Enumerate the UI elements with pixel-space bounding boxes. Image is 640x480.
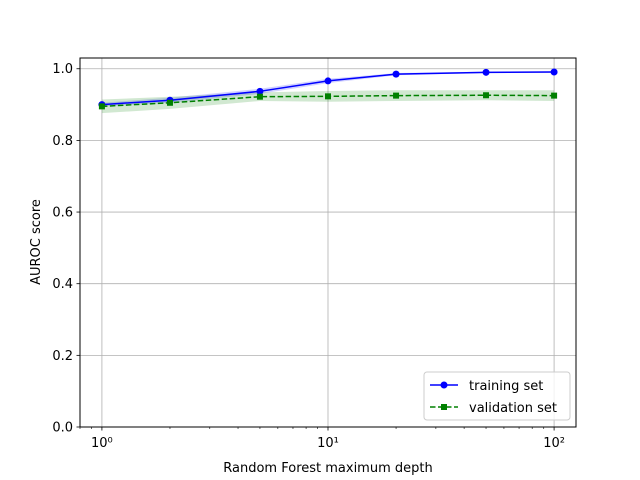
series-layer	[98, 68, 558, 110]
data-point	[392, 70, 400, 78]
data-point	[483, 92, 490, 99]
y-tick-label: 0.6	[52, 206, 73, 221]
legend-entry-training-set: training set	[430, 379, 543, 394]
x-tick-label: 10¹	[317, 436, 339, 451]
x-axis-label: Random Forest maximum depth	[223, 461, 432, 476]
axis-ticks: 0.0 0.2 0.4 0.6 0.8 1.0 10⁰ 10¹ 10²	[52, 62, 565, 451]
data-point	[550, 68, 558, 76]
x-tick-label: 10⁰	[91, 436, 113, 451]
legend-entry-validation-set: validation set	[430, 401, 557, 416]
grid	[80, 58, 576, 428]
data-point	[482, 68, 490, 76]
legend-label-validation-set: validation set	[469, 401, 557, 416]
legend: training set validation set	[423, 371, 571, 421]
data-point	[551, 92, 558, 99]
x-tick-label: 10²	[543, 436, 565, 451]
y-tick-label: 0.4	[52, 277, 73, 292]
band-training-set	[101, 71, 555, 107]
data-point	[324, 77, 332, 85]
y-axis-label: AUROC score	[29, 199, 44, 285]
data-point	[166, 99, 173, 106]
y-tick-label: 0.0	[52, 421, 73, 436]
legend-label-training-set: training set	[469, 379, 543, 394]
legend-marker-training-set	[440, 381, 448, 389]
data-point	[393, 92, 400, 99]
series-validation-set	[98, 92, 558, 110]
y-tick-label: 0.2	[52, 349, 73, 364]
legend-marker-validation-set	[441, 404, 447, 410]
data-point	[256, 93, 263, 100]
legend-frame	[423, 371, 571, 421]
data-point	[256, 87, 264, 95]
y-tick-label: 1.0	[52, 62, 73, 77]
y-tick-label: 0.8	[52, 134, 73, 149]
data-point	[98, 103, 105, 110]
data-point	[325, 93, 331, 100]
